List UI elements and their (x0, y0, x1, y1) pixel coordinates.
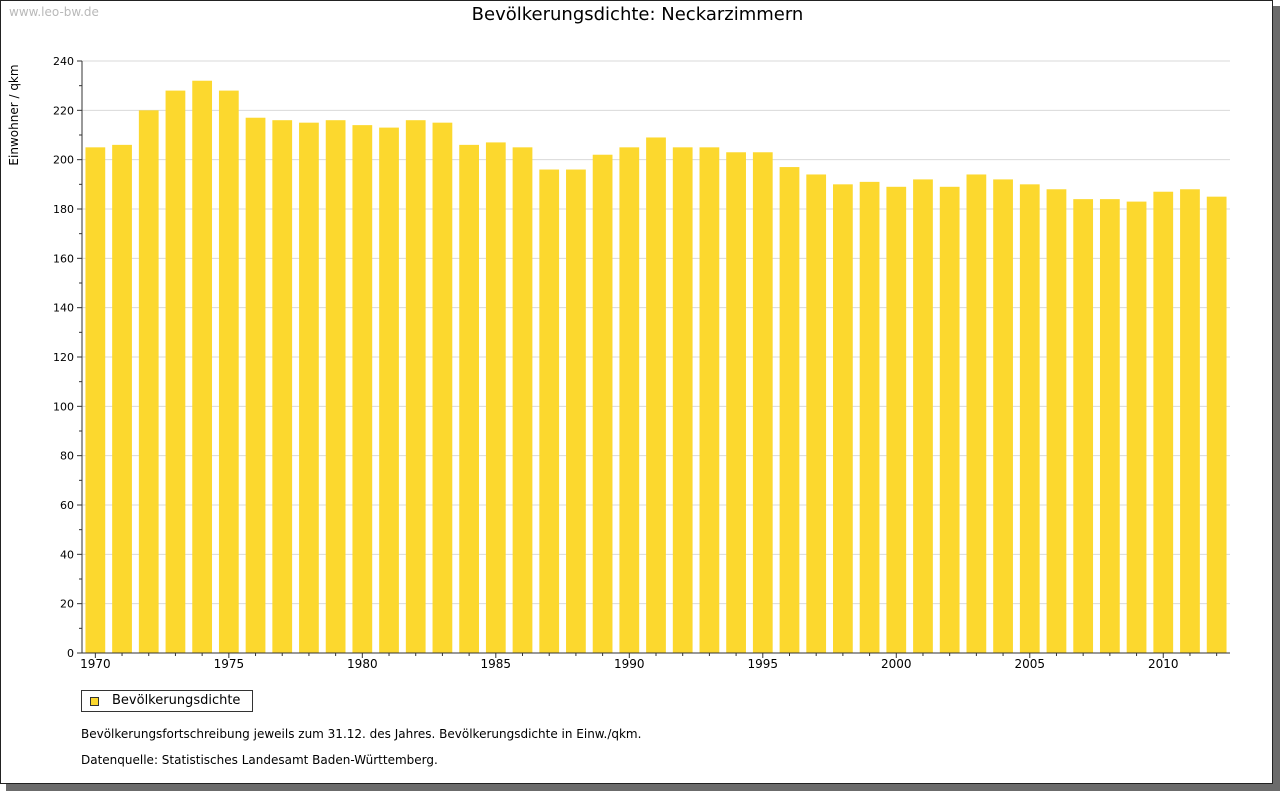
bar (165, 90, 186, 654)
y-tick-label: 120 (53, 351, 74, 364)
bar (566, 169, 586, 654)
bar (1180, 189, 1200, 653)
bar (1126, 201, 1147, 653)
x-tick-label: 1990 (614, 657, 645, 671)
bar (405, 120, 426, 653)
x-tick-label: 1980 (347, 657, 378, 671)
legend: Bevölkerungsdichte (81, 690, 253, 712)
bar (993, 179, 1013, 653)
y-tick-label: 220 (53, 104, 74, 117)
bar (432, 122, 453, 653)
bar (539, 169, 560, 654)
bar (1206, 196, 1227, 653)
axes (77, 60, 1230, 658)
frame-shadow-bottom (6, 784, 1280, 791)
bar (325, 120, 346, 653)
bar (1099, 199, 1120, 653)
y-tick-label: 60 (60, 499, 74, 512)
bar (646, 137, 666, 653)
x-tick-label: 1985 (481, 657, 512, 671)
bar (1153, 191, 1174, 653)
x-tick-label: 2000 (881, 657, 912, 671)
bar (459, 144, 479, 653)
bar (939, 186, 960, 654)
bar (672, 147, 693, 654)
bar (1073, 199, 1094, 653)
x-tick-label: 1970 (80, 657, 111, 671)
bar (806, 174, 827, 653)
bar (218, 90, 239, 654)
x-tick-label: 2005 (1014, 657, 1045, 671)
watermark: www.leo-bw.de (9, 5, 99, 19)
bar (833, 184, 853, 654)
bar (379, 127, 399, 654)
y-tick-label: 20 (60, 598, 74, 611)
bar (485, 142, 506, 653)
bar (592, 154, 613, 653)
y-tick-label: 140 (53, 302, 74, 315)
y-tick-label: 40 (60, 548, 74, 561)
footnote-methodology: Bevölkerungsfortschreibung jeweils zum 3… (81, 727, 642, 741)
bar (913, 179, 933, 653)
bar (272, 120, 293, 653)
bar (779, 167, 800, 654)
bar (619, 147, 640, 654)
y-tick-label: 200 (53, 154, 74, 167)
bar (138, 110, 159, 654)
bar (245, 117, 266, 653)
y-tick-label: 160 (53, 252, 74, 265)
frame-shadow-right (1273, 6, 1280, 791)
bar (966, 174, 987, 653)
chart-title: Bevölkerungsdichte: Neckarzimmern (471, 4, 804, 25)
y-tick-label: 180 (53, 203, 74, 216)
y-tick-label: 80 (60, 450, 74, 463)
bar (299, 122, 319, 653)
bar (726, 152, 746, 653)
bar (752, 152, 773, 653)
bar (512, 147, 533, 654)
y-axis-label: Einwohner / qkm (7, 64, 21, 165)
x-tick-label: 2010 (1148, 657, 1179, 671)
y-tick-label: 100 (53, 400, 74, 413)
bar (1019, 184, 1040, 654)
x-tick-label: 1975 (214, 657, 245, 671)
bar (352, 125, 373, 654)
bar (1046, 189, 1067, 653)
bar (85, 147, 106, 654)
x-tick-label: 1995 (748, 657, 779, 671)
legend-swatch (90, 697, 99, 706)
bars (85, 80, 1227, 654)
y-tick-label: 240 (53, 55, 74, 68)
bar (112, 144, 132, 653)
bar (699, 147, 720, 654)
bar (859, 181, 880, 653)
y-tick-label: 0 (67, 647, 74, 660)
legend-label: Bevölkerungsdichte (112, 693, 241, 708)
tick-labels: 0 20 40 60 80 100 120 140 160 180 200 220 240 1970 197… (53, 55, 1179, 671)
footnote-source: Datenquelle: Statistisches Landesamt Bad… (81, 753, 438, 767)
bar (886, 186, 907, 654)
bar (192, 80, 213, 653)
